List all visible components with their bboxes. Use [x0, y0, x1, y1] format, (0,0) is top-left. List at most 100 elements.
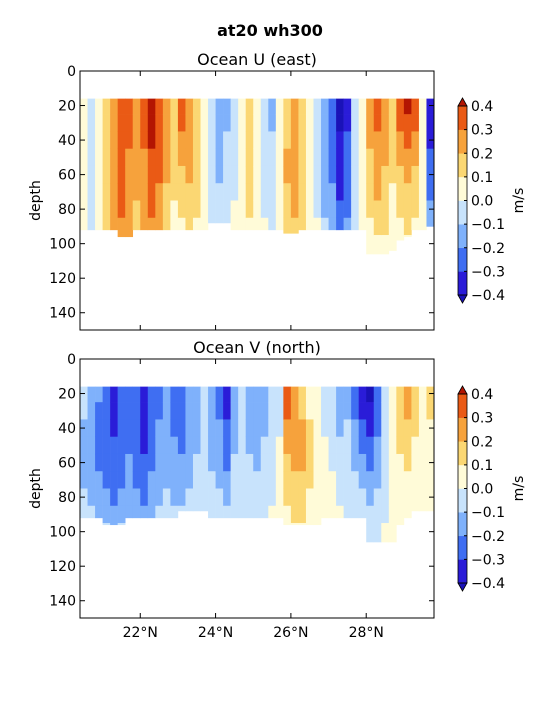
heatmap-cell — [185, 217, 194, 231]
heatmap-cell — [305, 488, 314, 507]
heatmap-cell — [426, 436, 434, 455]
heatmap-cell — [343, 165, 352, 184]
heatmap-cell — [418, 148, 427, 167]
heatmap-cell — [215, 98, 224, 115]
heatmap-cell — [110, 419, 118, 437]
heatmap-cell — [343, 148, 352, 167]
heatmap-cell — [253, 183, 262, 201]
heatmap-cell — [185, 200, 194, 219]
heatmap-cell — [396, 436, 405, 455]
heatmap-cell — [185, 402, 194, 420]
heatmap-cell — [328, 471, 337, 489]
heatmap-cell — [411, 165, 420, 184]
heatmap-cell — [80, 148, 88, 167]
heatmap-cell — [125, 98, 134, 115]
heatmap-cell — [140, 114, 149, 132]
heatmap-cell — [230, 148, 239, 167]
heatmap-cell — [275, 217, 284, 231]
heatmap-cell — [80, 114, 88, 132]
heatmap-cell — [283, 114, 292, 132]
heatmap-cell — [117, 98, 126, 115]
heatmap-cell — [268, 131, 277, 149]
heatmap-cell — [260, 217, 269, 231]
heatmap-cell — [238, 402, 247, 420]
heatmap-cell — [110, 183, 118, 201]
heatmap-cell — [110, 165, 118, 184]
heatmap-cell — [328, 200, 337, 219]
heatmap-cell — [110, 131, 118, 149]
y-axis-label: depth — [28, 180, 44, 221]
heatmap-cell — [215, 165, 224, 184]
heatmap-cell — [313, 183, 322, 201]
heatmap-cell — [358, 148, 367, 167]
heatmap-cell — [298, 200, 307, 219]
heatmap-cell — [358, 471, 367, 489]
y-tick-label: 80 — [58, 202, 76, 218]
heatmap-cell — [328, 217, 337, 231]
heatmap-cell — [403, 471, 412, 489]
heatmap-cell — [426, 402, 434, 420]
heatmap-cell — [125, 419, 134, 437]
heatmap-cell — [351, 131, 359, 149]
heatmap-cell — [102, 98, 111, 115]
heatmap-cell — [388, 148, 397, 167]
heatmap-cell — [102, 505, 111, 524]
heatmap-cell — [132, 436, 141, 455]
heatmap-cell — [268, 165, 277, 184]
heatmap-cell — [336, 183, 344, 201]
heatmap-cell — [147, 131, 156, 149]
heatmap-cell — [373, 114, 382, 132]
heatmap-cell — [125, 386, 134, 403]
heatmap-cell — [411, 505, 420, 512]
heatmap-cell — [192, 402, 201, 420]
heatmap-cell — [245, 200, 254, 219]
heatmap-cell — [140, 419, 149, 437]
heatmap-cell — [215, 183, 224, 201]
heatmap-cell — [87, 505, 96, 519]
heatmap-cell — [388, 114, 397, 132]
heatmap-cell — [253, 419, 262, 437]
heatmap-cell — [102, 523, 111, 526]
heatmap-cell — [132, 200, 141, 219]
heatmap-cell — [351, 488, 359, 507]
colorbar-tick-label: 0.1 — [471, 458, 493, 474]
heatmap-cell — [418, 131, 427, 149]
heatmap-cell — [117, 436, 126, 455]
heatmap-cell — [290, 148, 299, 167]
heatmap-cell — [328, 183, 337, 201]
heatmap-cell — [223, 436, 231, 455]
heatmap-cell — [117, 488, 126, 507]
heatmap-cell — [162, 505, 171, 519]
heatmap-cell — [260, 183, 269, 201]
heatmap-cell — [162, 148, 171, 167]
colorbar-tick-label: 0.2 — [471, 434, 493, 450]
heatmap-cell — [147, 148, 156, 167]
heatmap-cell — [95, 453, 103, 472]
heatmap-cell — [208, 436, 216, 455]
heatmap-cell — [321, 436, 329, 455]
heatmap-cell — [321, 131, 329, 149]
heatmap-cell — [403, 200, 412, 219]
heatmap-cell — [125, 200, 134, 219]
heatmap-cell — [155, 386, 164, 403]
heatmap-cell — [87, 488, 96, 507]
heatmap-cell — [253, 114, 262, 132]
heatmap-cell — [290, 183, 299, 201]
heatmap-cell — [170, 505, 179, 519]
heatmap-cell — [358, 114, 367, 132]
heatmap-cell — [373, 488, 382, 507]
heatmap-cell — [125, 183, 134, 201]
heatmap-cell — [140, 505, 149, 519]
heatmap-cell — [283, 419, 292, 437]
heatmap-cell — [336, 131, 344, 149]
heatmap-cell — [102, 148, 111, 167]
colorbar-segment — [458, 153, 467, 178]
heatmap-cell — [290, 165, 299, 184]
heatmap-cell — [388, 488, 397, 507]
heatmap-cell — [155, 505, 164, 519]
heatmap-cell — [305, 402, 314, 420]
heatmap-cell — [147, 402, 156, 420]
heatmap-cell — [418, 114, 427, 132]
heatmap-cell — [117, 235, 126, 238]
heatmap-cell — [110, 436, 118, 455]
